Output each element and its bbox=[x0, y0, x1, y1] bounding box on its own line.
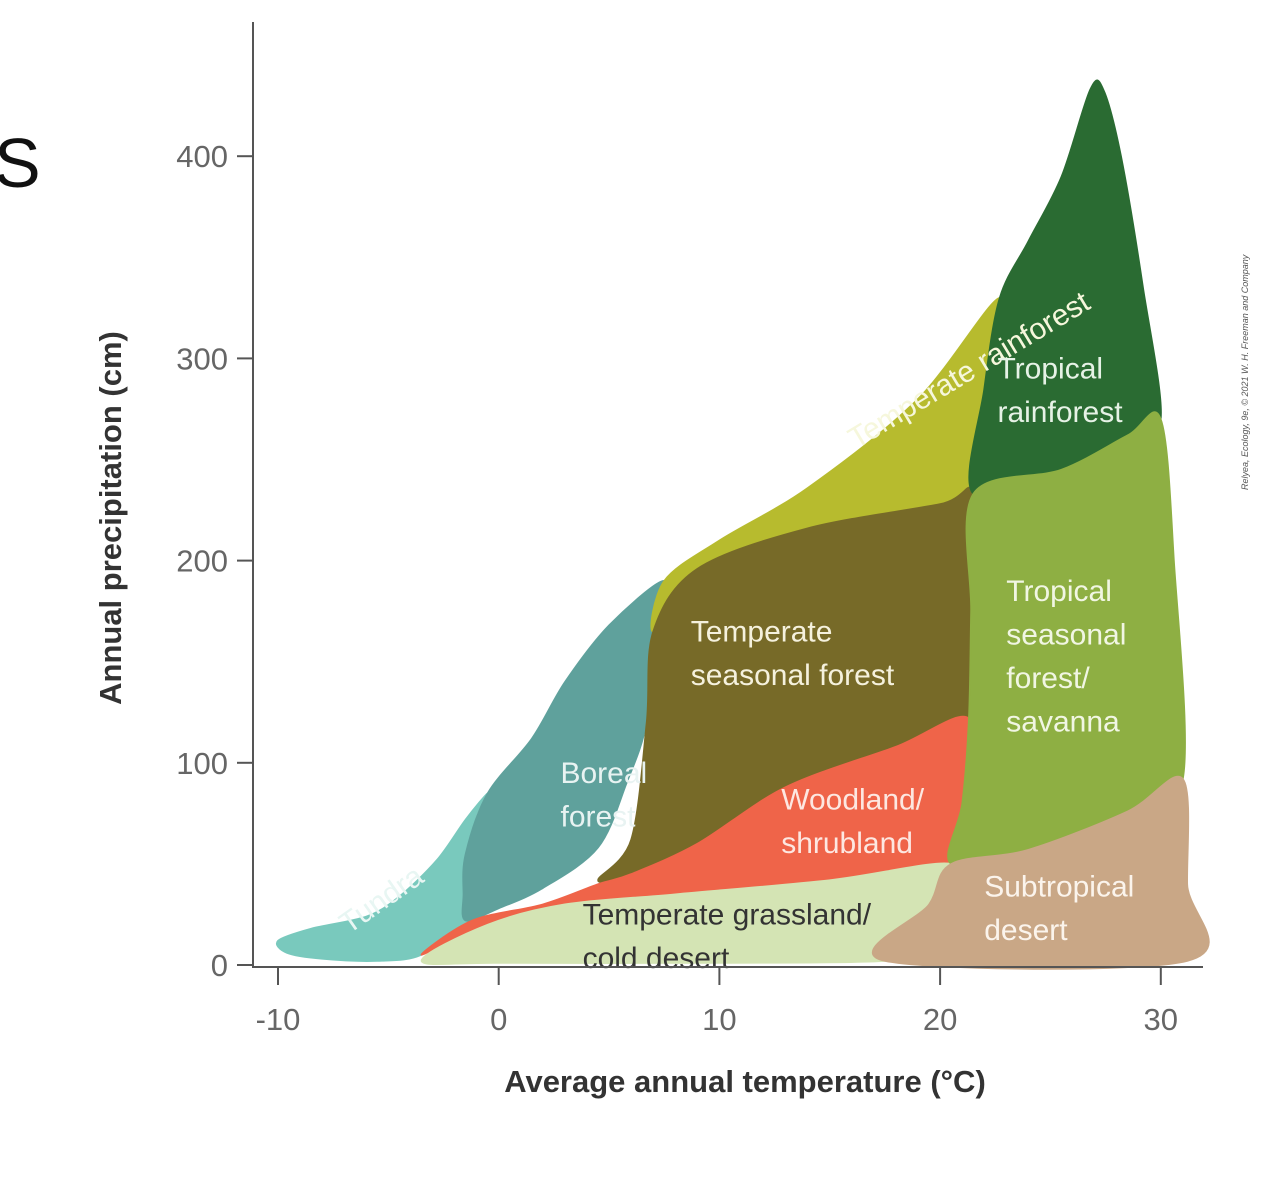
x-tick-label: 0 bbox=[490, 1002, 507, 1037]
x-tick-label: -10 bbox=[256, 1002, 301, 1037]
region-tropical-rainforest bbox=[968, 79, 1162, 499]
label-tropical-seasonal-forest-savanna: Tropical seasonal forest/savanna bbox=[1006, 575, 1126, 739]
label-temperate-grassland-cold-desert: Temperate grassland/cold desert bbox=[583, 899, 872, 976]
x-tick-label: 20 bbox=[923, 1002, 957, 1037]
label-tropical-rainforest: Tropical rainforest bbox=[997, 353, 1123, 430]
credit-text: Relyea, Ecology, 9e, © 2021 W. H. Freema… bbox=[1240, 254, 1250, 490]
y-tick-label: 400 bbox=[176, 139, 228, 174]
label-boreal-forest: Boreal forest bbox=[560, 757, 647, 834]
credit-line: Relyea, Ecology, 9e, © 2021 W. H. Freema… bbox=[1228, 30, 1250, 500]
y-axis-ticks: 0 100 200 300 400 bbox=[176, 139, 253, 983]
label-woodland-shrubland: Woodland/shrubland bbox=[781, 783, 925, 860]
x-tick-label: 30 bbox=[1144, 1002, 1178, 1037]
y-tick-label: 300 bbox=[176, 341, 228, 376]
page-fragment-letter: S bbox=[0, 124, 41, 202]
x-axis-ticks: -10 0 10 20 30 bbox=[256, 967, 1178, 1037]
y-tick-label: 200 bbox=[176, 544, 228, 579]
y-axis-label: Annual precipitation (cm) bbox=[93, 331, 128, 705]
label-temperate-seasonal-forest: Temperate seasonal forest bbox=[691, 615, 895, 692]
y-tick-label: 100 bbox=[176, 746, 228, 781]
region-subtropical-desert bbox=[872, 776, 1210, 970]
x-tick-label: 10 bbox=[702, 1002, 736, 1037]
label-subtropical-desert: Subtropical desert bbox=[984, 870, 1134, 947]
biome-regions bbox=[276, 79, 1210, 970]
y-tick-label: 0 bbox=[211, 948, 228, 983]
x-axis-label: Average annual temperature (°C) bbox=[504, 1064, 986, 1099]
